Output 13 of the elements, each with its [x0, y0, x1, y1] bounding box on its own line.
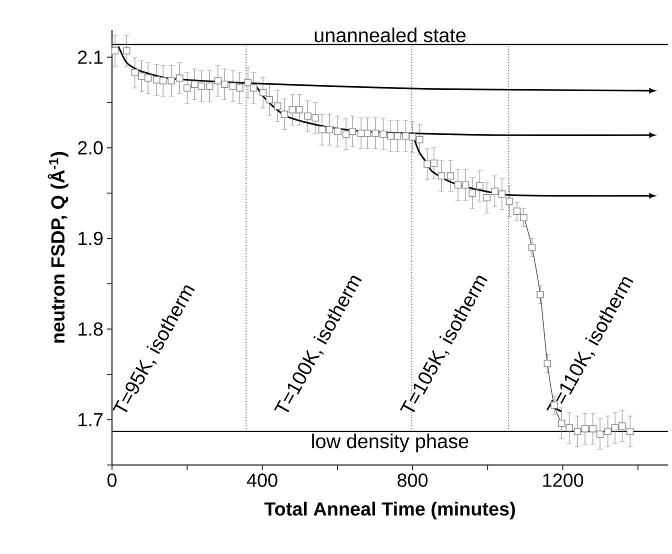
x-tick-label: 400	[246, 474, 278, 487]
y-tick-label: 1.8	[78, 322, 103, 336]
y-tick-label: 1.9	[78, 232, 103, 246]
x-tick-label: 800	[398, 474, 428, 487]
y-axis-title: neutron FSDP, Q (Å$^{-1}$)	[48, 152, 68, 343]
y-tick-label: 1.7	[78, 413, 103, 426]
x-tick-label: 1200	[543, 474, 584, 487]
ref-line-label: unannealed state	[314, 28, 466, 42]
ref-line-label: low density phase	[312, 434, 468, 452]
y-tick-label: 2.0	[78, 141, 103, 155]
y-tick-label: 2.1	[78, 50, 103, 64]
x-tick-label: 0	[107, 474, 117, 487]
x-axis-title: Total Anneal Time (minutes)	[264, 502, 515, 520]
